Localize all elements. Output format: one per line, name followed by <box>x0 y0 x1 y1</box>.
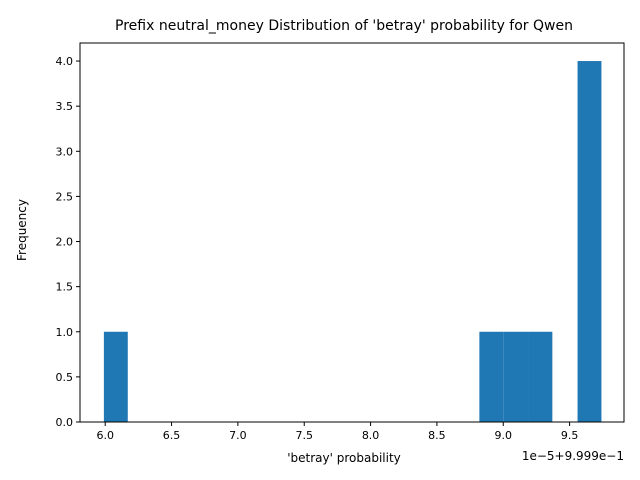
axes-frame <box>79 42 625 423</box>
x-tick-label: 6.5 <box>163 429 181 442</box>
histogram-bar-1 <box>479 331 504 422</box>
x-tick-label: 7.0 <box>229 429 247 442</box>
y-tick-label: 1.0 <box>56 326 74 339</box>
y-tick-label: 3.0 <box>56 145 74 158</box>
y-tick-label: 1.5 <box>56 281 74 294</box>
x-tick-label: 8.5 <box>428 429 446 442</box>
histogram-bar-4 <box>577 61 602 423</box>
y-axis-label: Frequency <box>15 199 29 261</box>
x-tick-label: 9.0 <box>495 429 513 442</box>
y-tick-label: 3.5 <box>56 100 74 113</box>
x-tick-label: 9.5 <box>561 429 579 442</box>
y-tick-label: 0.5 <box>56 371 74 384</box>
x-tick-label: 8.0 <box>362 429 380 442</box>
chart-title: Prefix neutral_money Distribution of 'be… <box>115 18 573 34</box>
x-axis-offset-label: 1e−5+9.999e−1 <box>522 449 624 463</box>
x-tick-label: 6.0 <box>96 429 114 442</box>
x-axis: 6.0 6.5 7.0 7.5 8.0 8.5 9.0 9.5 <box>96 422 578 442</box>
y-tick-label: 4.0 <box>56 55 74 68</box>
histogram-bar-2 <box>503 331 529 422</box>
x-axis-label: 'betray' probability <box>287 451 401 465</box>
y-tick-label: 2.0 <box>56 236 74 249</box>
y-tick-label: 0.0 <box>56 416 74 429</box>
y-axis: 0.0 0.5 1.0 1.5 2.0 2.5 3.0 3.5 4.0 <box>56 55 80 429</box>
bars-group <box>103 61 602 423</box>
histogram-bar-0 <box>103 331 128 422</box>
y-tick-label: 2.5 <box>56 190 74 203</box>
x-tick-label: 7.5 <box>295 429 313 442</box>
histogram-bar-3 <box>528 331 553 422</box>
